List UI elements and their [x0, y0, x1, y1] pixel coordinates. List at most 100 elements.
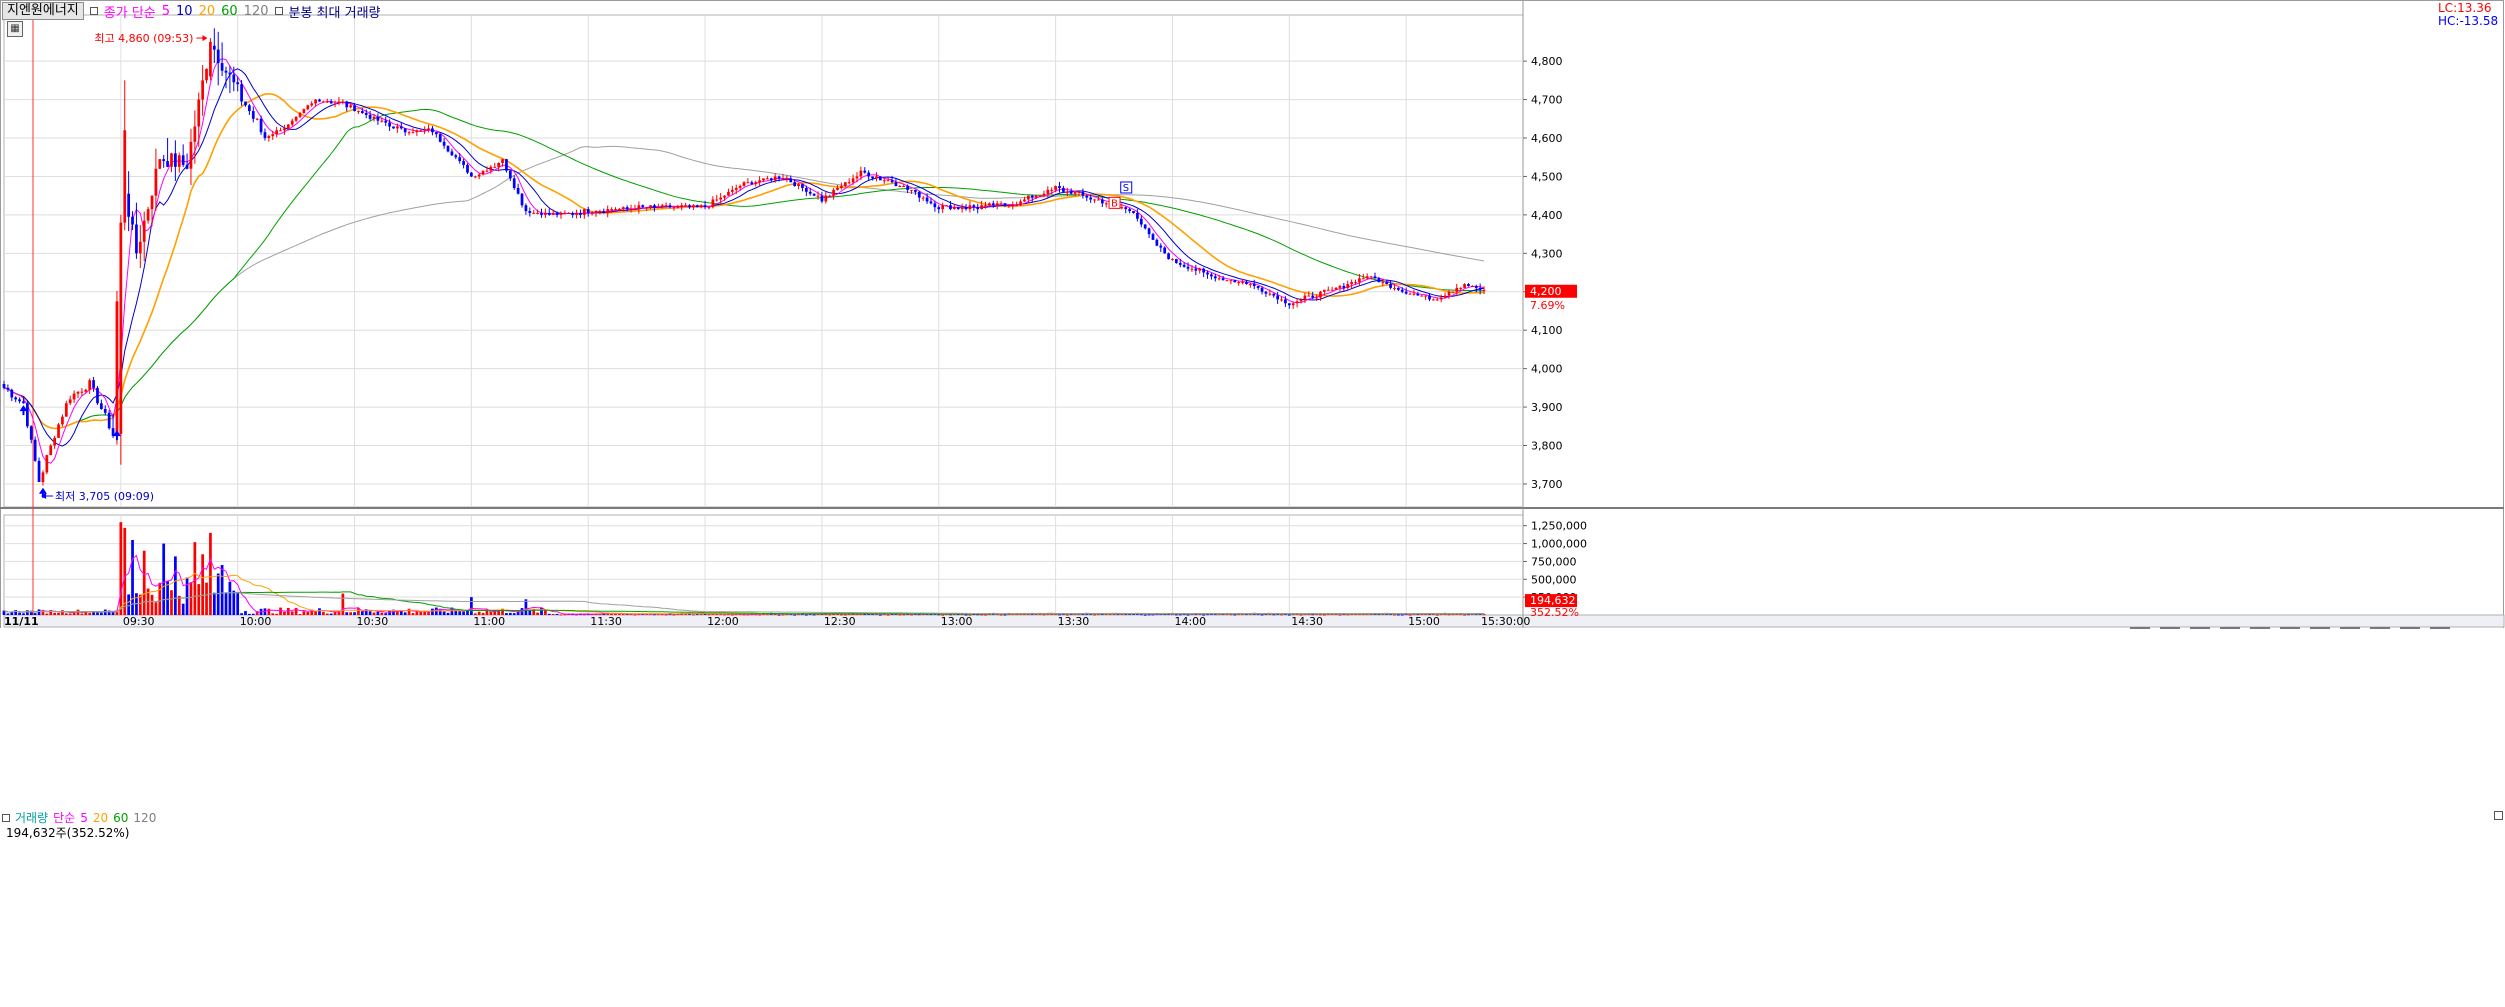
- candle: [376, 113, 380, 125]
- candle: [1182, 262, 1186, 268]
- candle-body: [22, 401, 25, 404]
- candle-body: [1221, 278, 1225, 281]
- candle: [1225, 279, 1229, 282]
- candle-body: [1248, 284, 1252, 286]
- ma5-label[interactable]: 5: [161, 3, 171, 19]
- price-tick-label: 4,100: [1531, 324, 1563, 337]
- candle: [1338, 284, 1342, 293]
- candle-body: [310, 103, 314, 106]
- vol-ma5-label[interactable]: 5: [80, 810, 88, 825]
- candle: [1381, 279, 1385, 287]
- candle-body: [353, 105, 356, 112]
- candle-body: [820, 195, 824, 202]
- vol-ma20-label[interactable]: 20: [92, 810, 109, 825]
- volume-bar: [477, 611, 481, 615]
- candle: [1471, 285, 1474, 287]
- candle: [804, 185, 808, 197]
- volume-bar: [1178, 614, 1182, 616]
- ma10-label[interactable]: 10: [176, 3, 193, 19]
- candle-body: [419, 130, 423, 132]
- candle: [766, 175, 769, 180]
- candle-body: [263, 132, 267, 138]
- candle-body: [57, 424, 60, 438]
- candle: [1260, 286, 1264, 295]
- volume-bar: [867, 613, 871, 615]
- volume-bar: [283, 611, 286, 615]
- candle-body: [995, 203, 999, 206]
- candle: [384, 116, 388, 126]
- candle: [115, 291, 119, 445]
- volume-bar: [493, 610, 497, 615]
- volume-bar: [376, 611, 380, 615]
- time-tick-label: 13:30: [1058, 615, 1090, 628]
- volume-bar: [1186, 614, 1190, 616]
- candle: [781, 174, 785, 180]
- vol-ma120-label[interactable]: 120: [133, 810, 157, 825]
- ma120-line: [3, 145, 1485, 430]
- candle: [1155, 238, 1159, 247]
- candle-body: [224, 70, 228, 73]
- volume-bar: [1139, 614, 1143, 616]
- candle: [1439, 294, 1443, 303]
- volume-bar: [1128, 613, 1131, 615]
- candle: [477, 173, 481, 180]
- vol-ma60-label[interactable]: 60: [113, 810, 129, 825]
- volume-bar: [1455, 613, 1459, 615]
- candle-body: [886, 180, 890, 182]
- candle: [1026, 195, 1030, 204]
- volume-bar: [462, 611, 465, 615]
- candle-body: [466, 164, 469, 173]
- time-tick-label: 13:00: [941, 615, 973, 628]
- candle: [170, 152, 173, 173]
- candle: [960, 203, 964, 213]
- candle-body: [1213, 276, 1217, 279]
- volume-bar: [302, 611, 306, 615]
- candle: [707, 206, 711, 210]
- candle-body: [968, 205, 972, 210]
- candle-body: [481, 170, 485, 175]
- candle: [875, 172, 878, 182]
- volume-ma-type-label[interactable]: 단순: [53, 811, 76, 825]
- candle-body: [1054, 186, 1057, 190]
- candle: [621, 206, 625, 212]
- ma-type-label[interactable]: 종가 단순: [103, 5, 156, 21]
- ma60-label[interactable]: 60: [221, 3, 238, 19]
- candle: [914, 189, 917, 195]
- buy-signal-label: B: [1111, 198, 1118, 209]
- candle: [1054, 185, 1057, 193]
- candle-body: [769, 178, 773, 181]
- ma20-label[interactable]: 20: [198, 3, 216, 19]
- candle-body: [1424, 295, 1427, 297]
- ma10-line: [3, 68, 1485, 447]
- candle: [878, 176, 882, 181]
- buy-signal-box: [1108, 196, 1121, 209]
- candle-body: [423, 130, 427, 132]
- candle-body: [1276, 295, 1279, 300]
- candle-body: [462, 161, 465, 165]
- grid-table-icon[interactable]: ▦: [7, 21, 23, 37]
- candle-body: [680, 205, 684, 208]
- candle-body: [914, 189, 917, 192]
- volume-bar: [1213, 614, 1217, 616]
- volume-bar: [473, 613, 477, 615]
- volume-bar: [551, 613, 555, 615]
- volume-bar: [1299, 614, 1303, 616]
- volume-label[interactable]: 거래량: [15, 811, 49, 825]
- candle: [1474, 284, 1478, 293]
- candle: [489, 164, 493, 174]
- volume-bar: [575, 614, 578, 616]
- volume-panel-toggle-icon[interactable]: [2494, 811, 2503, 820]
- volume-bar: [360, 611, 364, 615]
- candle-body: [614, 209, 617, 211]
- candle: [695, 204, 699, 208]
- stock-name-tab[interactable]: 지엔원에너지: [2, 2, 84, 20]
- candle: [1385, 280, 1389, 285]
- candle: [816, 191, 820, 200]
- chart-mode-label[interactable]: 분봉 최대 거래량: [288, 5, 381, 21]
- candle: [1100, 197, 1104, 208]
- candle-body: [220, 63, 224, 71]
- volume-bar: [878, 614, 882, 616]
- ma120-label[interactable]: 120: [243, 3, 269, 19]
- candle: [1159, 243, 1163, 253]
